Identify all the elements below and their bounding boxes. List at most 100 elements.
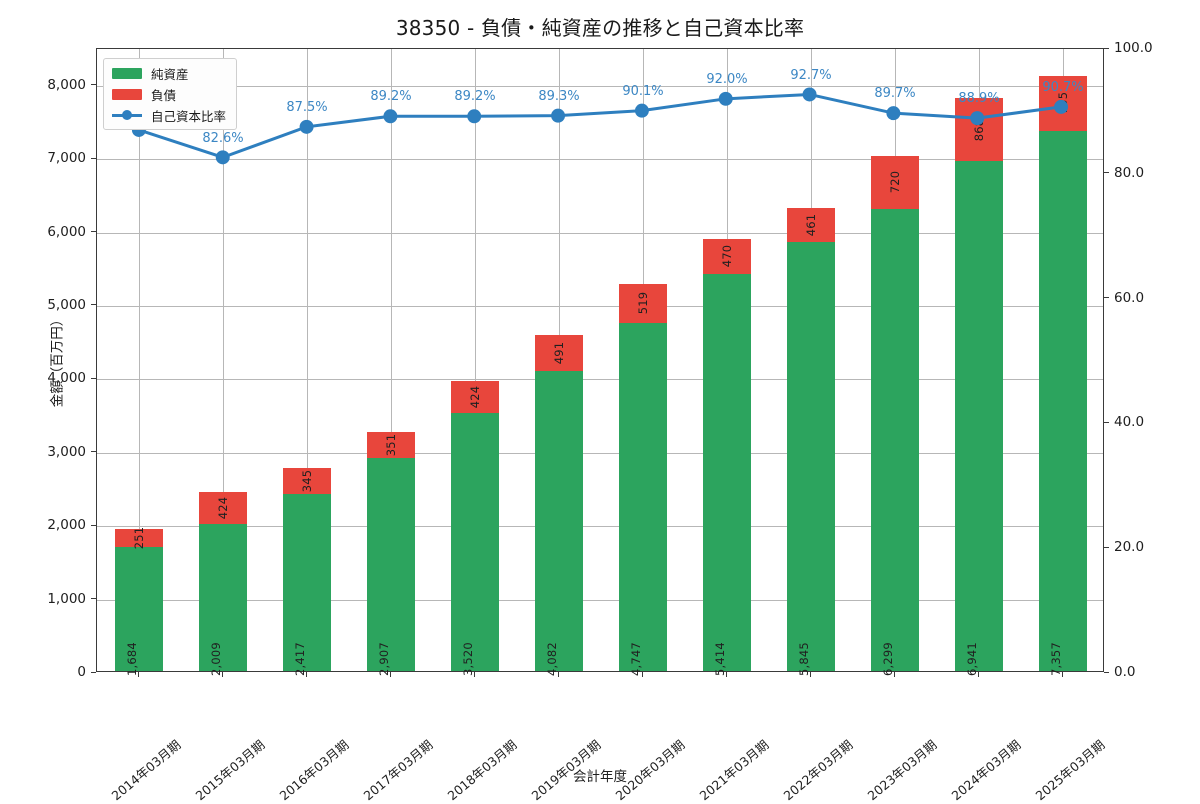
bar-segment-equity[interactable]: 4,082 xyxy=(535,371,583,676)
x-tick-mark xyxy=(137,672,139,677)
y-tick-mark-left xyxy=(91,231,96,233)
legend-label-equity: 純資産 xyxy=(151,66,189,82)
bar-segment-equity[interactable]: 5,845 xyxy=(787,241,835,676)
legend-label-debt: 負債 xyxy=(151,87,177,103)
bar-segment-debt[interactable]: 424 xyxy=(199,492,247,524)
y-tick-mark-left xyxy=(91,84,96,86)
legend-item-equity: 純資産 xyxy=(112,65,226,82)
line-point-label: 88.9% xyxy=(958,91,1000,107)
line-point-label: 90.1% xyxy=(622,83,664,99)
bar-segment-equity[interactable]: 2,009 xyxy=(199,523,247,676)
bar-group[interactable]: 2,907 351 xyxy=(367,431,415,676)
x-tick-mark xyxy=(641,672,643,677)
line-series-layer xyxy=(131,87,1069,165)
x-tick-mark xyxy=(809,672,811,677)
line-point-marker[interactable] xyxy=(299,119,314,134)
y-tick-label-right: 80.0 xyxy=(1114,164,1145,181)
x-axis-label: 会計年度 xyxy=(573,769,627,785)
y-tick-mark-right xyxy=(1104,546,1109,548)
y-tick-label-right: 100.0 xyxy=(1114,40,1153,56)
bar-group[interactable]: 6,299 720 xyxy=(871,155,919,676)
bar-segment-debt[interactable]: 461 xyxy=(787,208,835,242)
line-point-label: 92.7% xyxy=(790,67,832,83)
bar-group[interactable]: 1,684 251 xyxy=(115,527,163,676)
gridline xyxy=(97,452,1103,454)
bar-segment-equity[interactable]: 2,417 xyxy=(283,493,331,676)
bar-segment-debt[interactable]: 720 xyxy=(871,155,919,209)
line-point-marker[interactable] xyxy=(718,91,733,106)
line-point-marker[interactable] xyxy=(634,103,649,118)
bar-group[interactable]: 2,009 424 xyxy=(199,492,247,676)
legend-item-debt: 負債 xyxy=(112,86,226,103)
bar-segment-equity[interactable]: 7,357 xyxy=(1039,130,1087,676)
line-point-marker[interactable] xyxy=(802,87,817,102)
bar-group[interactable]: 7,357755 xyxy=(1039,75,1087,676)
bar-segment-equity[interactable]: 3,520 xyxy=(451,412,499,676)
bar-segment-debt[interactable]: 519 xyxy=(619,284,667,323)
y-tick-label-right: 60.0 xyxy=(1114,289,1145,306)
bar-segment-equity[interactable]: 2,907 xyxy=(367,457,415,676)
gridline-vertical xyxy=(139,49,140,671)
gridline-vertical xyxy=(307,49,308,671)
equity-ratio-line xyxy=(138,92,1062,159)
bar-segment-equity[interactable]: 4,747 xyxy=(619,322,667,676)
line-point-marker[interactable] xyxy=(551,108,566,123)
gridline xyxy=(97,599,1103,601)
bar-segment-equity[interactable]: 5,414 xyxy=(703,273,751,676)
y-tick-label-right: 20.0 xyxy=(1114,539,1145,556)
x-tick-mark xyxy=(389,672,391,677)
y-tick-mark-right xyxy=(1104,671,1109,673)
y-tick-label-right: 40.0 xyxy=(1114,414,1145,431)
bar-segment-equity[interactable]: 1,684 xyxy=(115,547,163,676)
line-point-marker[interactable] xyxy=(1054,99,1069,114)
bar-group[interactable]: 3,520 424 xyxy=(451,381,499,676)
bar-segment-debt[interactable]: 351 xyxy=(367,431,415,458)
bar-group[interactable]: 4,082 491 xyxy=(535,335,583,676)
legend-item-equity-ratio: 自己資本比率 xyxy=(112,107,227,124)
line-point-label: 89.7% xyxy=(874,86,916,102)
bar-segment-equity[interactable]: 6,941 xyxy=(955,161,1003,676)
y-tick-mark-left xyxy=(91,157,96,159)
y-tick-mark-right xyxy=(1104,297,1109,299)
line-point-label: 82.6% xyxy=(202,130,244,146)
y-tick-label-left: 7,000 xyxy=(47,150,86,167)
y-tick-label-left: 4,000 xyxy=(47,370,86,387)
legend-label-equity-ratio: 自己資本比率 xyxy=(151,108,227,124)
bar-segment-debt[interactable]: 868 xyxy=(955,97,1003,162)
y-tick-label-left: 8,000 xyxy=(47,76,86,93)
bar-group[interactable]: 4,747 519 xyxy=(619,284,667,676)
gridline-vertical xyxy=(223,49,224,671)
line-point-marker[interactable] xyxy=(383,109,398,124)
bar-group[interactable]: 5,845 461 xyxy=(787,208,835,676)
y-tick-mark-left xyxy=(91,451,96,453)
bar-group[interactable]: 5,414 470 xyxy=(703,239,751,676)
line-point-marker[interactable] xyxy=(886,106,901,121)
line-point-marker[interactable] xyxy=(215,150,230,165)
y-tick-mark-left xyxy=(91,304,96,306)
legend-swatch-debt xyxy=(112,88,142,100)
y-axis-label-left: 金額（百万円） xyxy=(49,312,66,408)
line-point-labels: 87.0%82.6%87.5%89.2%89.2%89.3%90.1%92.0%… xyxy=(97,49,1103,671)
plot-area: 1,684 251 2,009 424 2,417 345 2,907 351 3,520 424… xyxy=(96,48,1104,676)
line-point-label: 92.0% xyxy=(706,71,748,87)
y-tick-mark-right xyxy=(1104,421,1109,423)
y-tick-label-left: 3,000 xyxy=(47,443,86,460)
line-point-marker[interactable] xyxy=(970,111,985,126)
y-tick-mark-right xyxy=(1104,172,1109,174)
bar-group[interactable]: 6,941 868 xyxy=(955,97,1003,676)
bar-segment-debt[interactable]: 491 xyxy=(535,335,583,372)
line-point-marker[interactable] xyxy=(467,109,482,124)
bar-segment-equity[interactable]: 6,299 xyxy=(871,208,919,676)
y-tick-mark-left xyxy=(91,598,96,600)
bar-segment-debt[interactable]: 424 xyxy=(451,381,499,413)
bar-group[interactable]: 2,417 345 xyxy=(283,468,331,676)
y-tick-label-left: 0 xyxy=(77,664,86,680)
y-tick-label-left: 5,000 xyxy=(47,296,86,313)
bar-segment-debt[interactable]: 251 xyxy=(115,527,163,549)
gridline xyxy=(97,305,1103,307)
bar-segment-debt[interactable]: 470 xyxy=(703,239,751,274)
y-tick-label-left: 6,000 xyxy=(47,223,86,240)
gridline-vertical xyxy=(475,49,476,671)
bar-segment-debt[interactable]: 345 xyxy=(283,468,331,494)
